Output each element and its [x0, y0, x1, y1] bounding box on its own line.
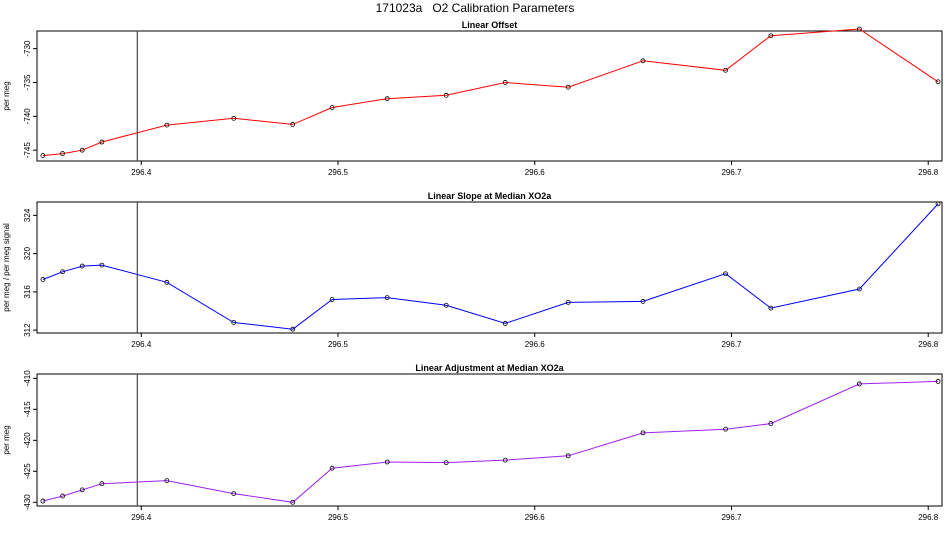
x-tick-label: 296.7	[721, 168, 742, 177]
data-point	[384, 295, 390, 301]
y-tick-label: -735	[23, 74, 32, 91]
x-tick-label: 296.8	[918, 513, 939, 522]
data-point	[935, 379, 941, 384]
panel-title: Linear Offset	[462, 20, 518, 30]
x-tick-label: 296.6	[525, 513, 546, 522]
data-point	[164, 478, 170, 483]
data-point	[502, 321, 508, 326]
y-axis-label: per meg / per meg signal	[2, 223, 11, 312]
data-point	[384, 96, 390, 102]
series-line	[42, 28, 939, 157]
data-point	[640, 430, 646, 436]
data-point	[768, 33, 774, 39]
series-line	[42, 203, 939, 330]
data-point	[640, 58, 646, 64]
x-tick-label: 296.7	[721, 340, 742, 349]
y-tick-label: -730	[23, 40, 32, 57]
x-tick-label: 296.6	[525, 340, 546, 349]
x-tick-label: 296.6	[525, 168, 546, 177]
data-point	[502, 80, 508, 85]
panel-title: Linear Slope at Median XO2a	[428, 191, 553, 201]
x-tick-label: 296.5	[328, 513, 349, 522]
data-point	[329, 297, 335, 302]
data-point	[79, 487, 85, 493]
data-point	[164, 279, 170, 285]
data-point	[99, 139, 105, 145]
data-point	[40, 153, 46, 158]
data-point	[723, 271, 728, 277]
data-point	[231, 320, 237, 325]
data-point	[935, 201, 941, 207]
page-title: 171023a O2 Calibration Parameters	[375, 1, 575, 15]
plot-frame	[36, 201, 943, 334]
data-point	[79, 147, 85, 153]
data-point	[79, 263, 85, 269]
data-point	[384, 459, 390, 465]
data-point	[99, 262, 105, 268]
data-point	[640, 299, 646, 304]
y-tick-label: 324	[23, 208, 32, 222]
data-point	[565, 300, 571, 305]
x-tick-label: 296.5	[328, 168, 349, 177]
data-point	[723, 67, 728, 73]
y-tick-label: -410	[23, 370, 32, 387]
data-point	[443, 460, 449, 466]
data-point	[290, 326, 296, 332]
x-tick-label: 296.4	[131, 168, 152, 177]
y-tick-label: -425	[23, 463, 32, 480]
data-point	[565, 84, 571, 90]
x-tick-label: 296.5	[328, 340, 349, 349]
data-point	[856, 381, 862, 387]
data-point	[443, 92, 449, 98]
plot-frame	[36, 373, 943, 507]
plot-frame	[36, 30, 943, 162]
y-tick-label: 316	[23, 285, 32, 299]
y-tick-label: 312	[23, 323, 32, 337]
data-point	[329, 105, 335, 110]
data-point	[40, 498, 46, 504]
data-point	[856, 26, 862, 32]
data-point	[99, 481, 105, 487]
data-point	[443, 302, 449, 308]
data-point	[290, 122, 296, 127]
y-tick-label: -740	[23, 108, 32, 125]
data-point	[768, 421, 774, 426]
y-axis-label: per meg	[2, 81, 11, 110]
data-point	[502, 457, 508, 463]
data-point	[768, 305, 774, 311]
data-point	[856, 286, 862, 292]
data-point	[565, 453, 571, 459]
data-point	[164, 122, 170, 128]
data-point	[60, 493, 65, 499]
x-tick-label: 296.4	[131, 513, 152, 522]
data-point	[40, 277, 46, 282]
y-tick-label: 320	[23, 246, 32, 260]
x-tick-label: 296.8	[918, 168, 939, 177]
x-tick-label: 296.8	[918, 340, 939, 349]
data-point	[60, 151, 65, 156]
data-point	[231, 491, 237, 497]
x-tick-label: 296.4	[131, 340, 152, 349]
data-point	[329, 465, 335, 471]
series-line	[42, 380, 939, 503]
panel-title: Linear Adjustment at Median XO2a	[415, 363, 564, 373]
data-point	[935, 79, 941, 85]
data-point	[60, 269, 65, 275]
data-point	[723, 426, 728, 432]
y-tick-label: -745	[23, 142, 32, 159]
y-tick-label: -430	[23, 494, 32, 511]
y-axis-label: per meg	[2, 425, 11, 454]
y-tick-label: -415	[23, 401, 32, 418]
data-point	[231, 115, 237, 121]
x-tick-label: 296.7	[721, 513, 742, 522]
y-tick-label: -420	[23, 432, 32, 449]
data-point	[290, 499, 296, 505]
